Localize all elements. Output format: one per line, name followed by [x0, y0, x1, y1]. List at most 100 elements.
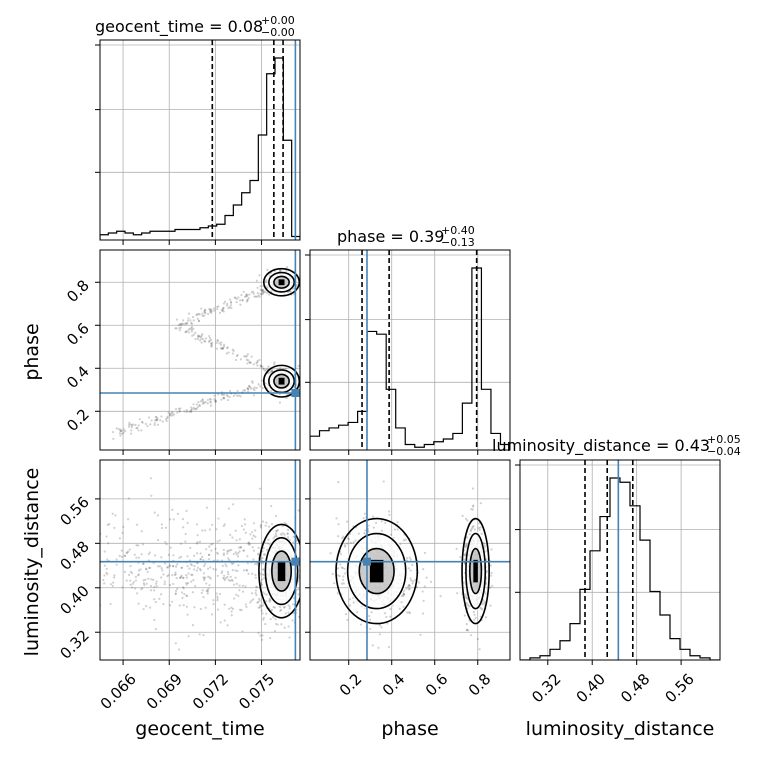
sample-point	[439, 595, 442, 598]
sample-point	[258, 487, 262, 490]
sample-point	[230, 306, 233, 310]
sample-point	[263, 553, 267, 556]
sample-point	[249, 533, 252, 536]
sample-point	[257, 294, 260, 297]
sample-point	[215, 347, 218, 350]
sample-point	[236, 389, 239, 393]
sample-point	[142, 582, 145, 585]
sample-point	[285, 266, 289, 269]
sample-point	[402, 605, 405, 608]
sample-point	[193, 554, 196, 557]
sample-point	[103, 574, 106, 577]
sample-point	[239, 545, 242, 549]
sample-point	[208, 307, 211, 310]
sample-point	[220, 341, 223, 344]
sample-point	[178, 409, 181, 413]
sample-point	[241, 299, 244, 302]
sample-point	[135, 544, 138, 547]
sample-point	[256, 286, 259, 289]
sample-point	[163, 562, 167, 565]
sample-point	[206, 592, 209, 595]
sample-point	[105, 571, 108, 574]
sample-point	[226, 575, 229, 578]
sample-point	[295, 284, 299, 287]
sample-point	[191, 315, 195, 319]
sample-point	[247, 543, 250, 546]
sample-point	[333, 582, 336, 585]
sample-point	[149, 423, 152, 426]
sample-point	[273, 606, 276, 609]
sample-point	[260, 379, 264, 382]
sample-point	[130, 426, 133, 429]
contour-level-3	[262, 364, 300, 398]
x-tick-label: 0.32	[528, 670, 564, 706]
sample-point	[410, 579, 413, 582]
sample-point	[407, 567, 410, 570]
sample-point	[210, 613, 214, 616]
sample-point	[231, 352, 235, 355]
sample-point	[169, 414, 172, 417]
sample-point	[59, 613, 61, 615]
sample-point	[192, 406, 195, 409]
sample-point	[140, 530, 143, 533]
sample-point	[210, 309, 213, 313]
sample-point	[171, 414, 174, 417]
sample-point	[215, 528, 218, 531]
sample-point	[260, 583, 263, 587]
sample-point	[182, 586, 185, 589]
sample-point	[245, 569, 248, 572]
sample-point	[204, 529, 207, 532]
sample-point	[149, 589, 153, 592]
sample-point	[118, 554, 121, 557]
sample-point	[196, 335, 200, 338]
sample-point	[144, 578, 147, 581]
sample-point	[242, 290, 245, 294]
x-tick-label: 0.6	[422, 670, 452, 700]
sample-point	[480, 607, 483, 610]
sample-point	[341, 566, 344, 570]
sample-point	[255, 362, 258, 365]
sample-point	[203, 577, 206, 580]
y-tick-label: 0.32	[56, 626, 92, 662]
sample-point	[156, 539, 160, 542]
sample-point	[297, 588, 300, 591]
sample-point	[411, 563, 414, 566]
sample-point	[221, 393, 224, 396]
sample-point	[194, 407, 197, 410]
sample-point	[207, 557, 210, 561]
sample-point	[235, 582, 238, 585]
sample-point	[283, 606, 286, 609]
sample-point	[192, 579, 195, 582]
sample-point	[363, 512, 367, 515]
sample-point	[387, 645, 391, 649]
sample-point	[215, 551, 219, 554]
sample-point	[121, 531, 124, 534]
sample-point	[235, 354, 238, 358]
title-phase-sup: +0.40	[441, 224, 475, 237]
sample-point	[408, 556, 411, 559]
sample-point	[178, 576, 182, 580]
sample-point	[288, 636, 291, 639]
sample-point	[217, 517, 220, 520]
sample-point	[129, 565, 132, 568]
sample-point	[199, 400, 203, 403]
sample-point	[372, 515, 375, 518]
sample-point	[262, 289, 265, 292]
sample-point	[473, 613, 476, 616]
sample-point	[239, 303, 242, 306]
sample-point	[134, 575, 137, 578]
sample-point	[339, 563, 342, 566]
sample-point	[251, 572, 254, 575]
sample-point	[464, 552, 467, 555]
sample-point	[387, 510, 391, 513]
sample-point	[238, 546, 241, 549]
sample-point	[471, 505, 475, 508]
sample-point	[466, 603, 470, 606]
sample-point	[463, 614, 466, 617]
sample-point	[206, 312, 210, 315]
sample-point	[171, 574, 174, 577]
sample-point	[186, 594, 189, 598]
sample-point	[187, 312, 191, 315]
sample-point	[279, 367, 282, 370]
sample-point	[262, 290, 265, 294]
